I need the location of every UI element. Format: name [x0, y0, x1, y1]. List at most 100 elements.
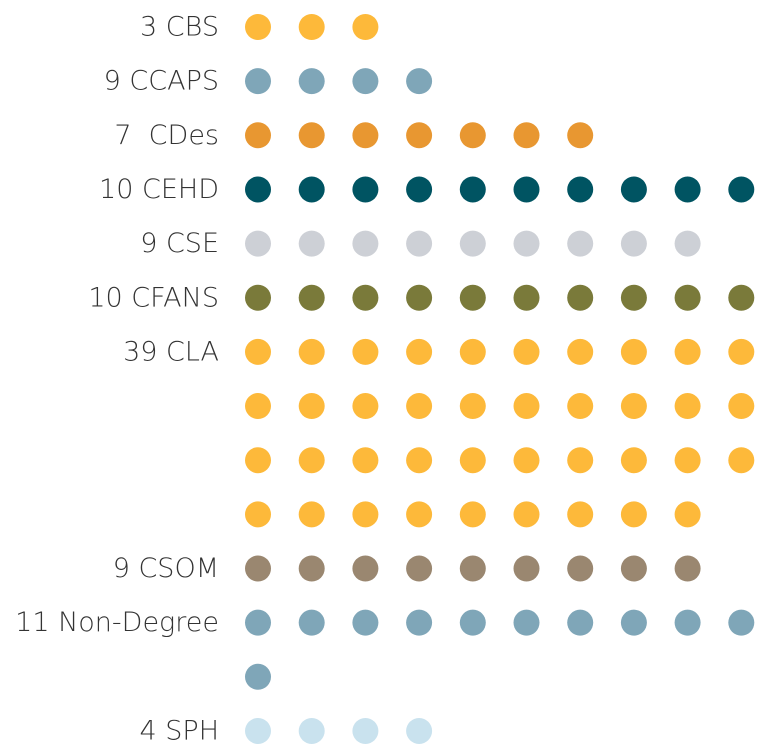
dot [245, 609, 271, 636]
dot [567, 230, 594, 257]
dot [352, 555, 379, 582]
dot [459, 338, 486, 365]
dot [352, 284, 379, 311]
dot [245, 555, 271, 582]
dot [728, 176, 755, 203]
dot [406, 68, 433, 95]
dot [674, 555, 701, 582]
dot [728, 284, 755, 311]
dot [298, 501, 325, 528]
dot [459, 555, 486, 582]
dot [459, 501, 486, 528]
dot [245, 338, 271, 365]
dot [567, 555, 594, 582]
dot [352, 393, 379, 420]
dot-group [245, 122, 594, 149]
dot [567, 501, 594, 528]
dot [459, 284, 486, 311]
dot [567, 284, 594, 311]
dot [620, 230, 647, 257]
dot [513, 176, 540, 203]
dot [352, 68, 379, 95]
dot [674, 501, 701, 528]
dot [298, 338, 325, 365]
dot [245, 501, 271, 528]
dot [674, 338, 701, 365]
dot-group [245, 609, 755, 690]
dot [513, 447, 540, 474]
dot [620, 176, 647, 203]
dot [298, 230, 325, 257]
dot [298, 284, 325, 311]
dot [352, 14, 379, 40]
dot [352, 176, 379, 203]
dot [406, 717, 433, 744]
dot [567, 393, 594, 420]
dot-group [245, 68, 433, 95]
dot [459, 447, 486, 474]
dot [406, 230, 433, 257]
row-label: 9 CCAPS [104, 66, 219, 97]
row-label: 10 CEHD [99, 174, 219, 205]
dot [298, 609, 325, 636]
dot [567, 122, 594, 149]
dot [298, 555, 325, 582]
dot [352, 609, 379, 636]
dot [245, 230, 271, 257]
dot [459, 230, 486, 257]
dot [620, 393, 647, 420]
dot [406, 176, 433, 203]
row-label: 4 SPH [140, 715, 219, 744]
row-label: 10 CFANS [88, 282, 219, 313]
row-label: 7 CDes [114, 120, 219, 151]
dot [620, 501, 647, 528]
row-label: 9 CSE [140, 228, 219, 259]
dot [406, 338, 433, 365]
dot [728, 609, 755, 636]
dot [459, 609, 486, 636]
dot [298, 176, 325, 203]
dot [513, 501, 540, 528]
dot [620, 555, 647, 582]
dot [352, 447, 379, 474]
dot [513, 338, 540, 365]
dot [620, 447, 647, 474]
dot-group [245, 284, 755, 311]
dot-group [245, 555, 701, 582]
dot [620, 338, 647, 365]
dot [352, 230, 379, 257]
row-label: 11 Non-Degree [15, 607, 219, 638]
dot [459, 122, 486, 149]
dot [298, 447, 325, 474]
dot [459, 176, 486, 203]
dot [352, 122, 379, 149]
dot [728, 447, 755, 474]
dot [406, 122, 433, 149]
dot [459, 393, 486, 420]
dot [298, 14, 325, 40]
dot [567, 338, 594, 365]
dot [406, 393, 433, 420]
dot [513, 230, 540, 257]
dot [513, 609, 540, 636]
dot [674, 230, 701, 257]
dot [245, 14, 271, 40]
dot [513, 555, 540, 582]
dot [298, 393, 325, 420]
dot [245, 122, 271, 149]
dot [406, 555, 433, 582]
row-label: 3 CBS [140, 12, 219, 43]
dot [728, 393, 755, 420]
dot-group [245, 14, 379, 40]
dot [674, 447, 701, 474]
dot [513, 284, 540, 311]
dot [298, 717, 325, 744]
dot-group [245, 717, 433, 744]
dot [406, 609, 433, 636]
dot [352, 717, 379, 744]
dot [245, 176, 271, 203]
dot [406, 501, 433, 528]
dot [406, 447, 433, 474]
